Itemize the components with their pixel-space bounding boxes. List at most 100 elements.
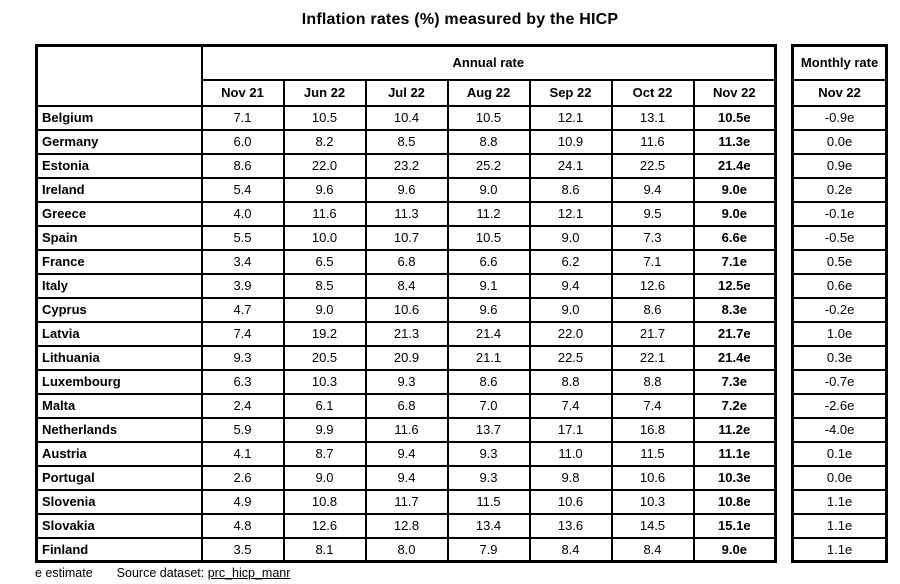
monthly-table-row: -2.6e — [791, 392, 888, 419]
annual-value-cell: 6.1 — [282, 392, 367, 419]
monthly-value-cell: 0.5e — [791, 248, 888, 275]
annual-rate-table: Annual rate Nov 21 Jun 22 Jul 22 Aug 22 … — [35, 44, 778, 563]
annual-value-cell-nov-22: 6.6e — [692, 224, 777, 251]
country-cell: Finland — [35, 536, 203, 563]
annual-value-cell: 11.7 — [364, 488, 449, 515]
monthly-value-cell: 0.0e — [791, 464, 888, 491]
annual-value-cell: 21.4 — [446, 320, 531, 347]
annual-value-cell-nov-22: 8.3e — [692, 296, 777, 323]
table-row: Portugal 2.6 9.0 9.4 9.3 9.8 10.6 10.3e — [35, 464, 777, 491]
annual-value-cell: 11.5 — [610, 440, 695, 467]
annual-value-cell: 6.5 — [282, 248, 367, 275]
annual-value-cell: 17.1 — [528, 416, 613, 443]
table-row: Netherlands 5.9 9.9 11.6 13.7 17.1 16.8 … — [35, 416, 777, 443]
annual-value-cell: 9.8 — [528, 464, 613, 491]
country-cell: Slovakia — [35, 512, 203, 539]
monthly-value-cell: -4.0e — [791, 416, 888, 443]
page-title: Inflation rates (%) measured by the HICP — [301, 11, 619, 28]
annual-value-cell: 19.2 — [282, 320, 367, 347]
annual-value-cell: 13.7 — [446, 416, 531, 443]
annual-value-cell-nov-22: 21.7e — [692, 320, 777, 347]
annual-value-cell-nov-22: 10.8e — [692, 488, 777, 515]
col-header-aug-22: Aug 22 — [446, 78, 531, 107]
annual-value-cell: 9.4 — [610, 176, 695, 203]
annual-value-cell: 8.8 — [528, 368, 613, 395]
monthly-table-row: 0.2e — [791, 176, 888, 203]
annual-value-cell: 11.3 — [364, 200, 449, 227]
annual-value-cell: 4.9 — [200, 488, 285, 515]
table-row: Slovakia 4.8 12.6 12.8 13.4 13.6 14.5 15… — [35, 512, 777, 539]
annual-value-cell: 11.5 — [446, 488, 531, 515]
table-row: Ireland 5.4 9.6 9.6 9.0 8.6 9.4 9.0e — [35, 176, 777, 203]
annual-value-cell: 5.4 — [200, 176, 285, 203]
annual-value-cell: 10.5 — [282, 104, 367, 131]
annual-value-cell: 8.4 — [364, 272, 449, 299]
monthly-table-row: 1.1e — [791, 536, 888, 563]
annual-value-cell: 11.6 — [364, 416, 449, 443]
annual-value-cell: 7.9 — [446, 536, 531, 563]
annual-value-cell: 10.6 — [610, 464, 695, 491]
table-row: France 3.4 6.5 6.8 6.6 6.2 7.1 7.1e — [35, 248, 777, 275]
table-row: Austria 4.1 8.7 9.4 9.3 11.0 11.5 11.1e — [35, 440, 777, 467]
annual-value-cell: 20.9 — [364, 344, 449, 371]
annual-value-cell: 25.2 — [446, 152, 531, 179]
monthly-table-row: 1.0e — [791, 320, 888, 347]
annual-value-cell: 12.6 — [610, 272, 695, 299]
annual-value-cell: 10.4 — [364, 104, 449, 131]
monthly-table-row: -0.1e — [791, 200, 888, 227]
annual-value-cell: 6.3 — [200, 368, 285, 395]
annual-value-cell: 8.6 — [528, 176, 613, 203]
monthly-value-cell: 0.0e — [791, 128, 888, 155]
annual-value-cell: 20.5 — [282, 344, 367, 371]
monthly-rate-table: Monthly rate Nov 22 -0.9e 0.0e 0.9e 0.2e… — [791, 44, 889, 563]
monthly-table-row: -0.7e — [791, 368, 888, 395]
monthly-table-row: 0.3e — [791, 344, 888, 371]
annual-value-cell-nov-22: 10.3e — [692, 464, 777, 491]
annual-value-cell: 11.6 — [610, 128, 695, 155]
table-row: Luxembourg 6.3 10.3 9.3 8.6 8.8 8.8 7.3e — [35, 368, 777, 395]
annual-value-cell: 21.3 — [364, 320, 449, 347]
monthly-value-cell: 0.1e — [791, 440, 888, 467]
annual-value-cell-nov-22: 15.1e — [692, 512, 777, 539]
country-cell: Belgium — [35, 104, 203, 131]
annual-value-cell: 12.8 — [364, 512, 449, 539]
source-dataset-label: Source dataset: — [116, 566, 205, 580]
annual-value-cell: 3.5 — [200, 536, 285, 563]
annual-value-cell: 8.0 — [364, 536, 449, 563]
country-cell: Lithuania — [35, 344, 203, 371]
monthly-table-row: 0.1e — [791, 440, 888, 467]
monthly-value-cell: 1.1e — [791, 488, 888, 515]
source-dataset-link[interactable]: prc_hicp_manr — [207, 566, 291, 580]
col-header-oct-22: Oct 22 — [610, 78, 695, 107]
annual-value-cell: 9.3 — [364, 368, 449, 395]
estimate-note: e estimate — [35, 566, 93, 580]
table-row: Spain 5.5 10.0 10.7 10.5 9.0 7.3 6.6e — [35, 224, 777, 251]
monthly-column-header-row: Nov 22 — [791, 78, 888, 107]
col-header-jun-22: Jun 22 — [282, 78, 367, 107]
annual-value-cell: 9.4 — [528, 272, 613, 299]
annual-value-cell: 8.5 — [282, 272, 367, 299]
annual-value-cell: 7.0 — [446, 392, 531, 419]
annual-value-cell: 11.0 — [528, 440, 613, 467]
footer: e estimate Source dataset: prc_hicp_manr — [35, 566, 290, 580]
table-row: Germany 6.0 8.2 8.5 8.8 10.9 11.6 11.3e — [35, 128, 777, 155]
monthly-value-cell: 0.9e — [791, 152, 888, 179]
annual-value-cell: 23.2 — [364, 152, 449, 179]
annual-value-cell: 10.9 — [528, 128, 613, 155]
country-cell: Malta — [35, 392, 203, 419]
monthly-value-cell: 1.1e — [791, 512, 888, 539]
monthly-value-cell: -0.5e — [791, 224, 888, 251]
table-row: Greece 4.0 11.6 11.3 11.2 12.1 9.5 9.0e — [35, 200, 777, 227]
monthly-value-cell: 0.3e — [791, 344, 888, 371]
annual-value-cell: 6.6 — [446, 248, 531, 275]
annual-value-cell: 9.4 — [364, 464, 449, 491]
annual-value-cell: 10.8 — [282, 488, 367, 515]
annual-value-cell: 9.6 — [282, 176, 367, 203]
country-cell: Slovenia — [35, 488, 203, 515]
annual-value-cell: 8.8 — [610, 368, 695, 395]
annual-value-cell: 6.8 — [364, 248, 449, 275]
annual-value-cell: 9.1 — [446, 272, 531, 299]
country-cell: Austria — [35, 440, 203, 467]
table-row: Finland 3.5 8.1 8.0 7.9 8.4 8.4 9.0e — [35, 536, 777, 563]
annual-group-header-row: Annual rate — [35, 44, 777, 107]
